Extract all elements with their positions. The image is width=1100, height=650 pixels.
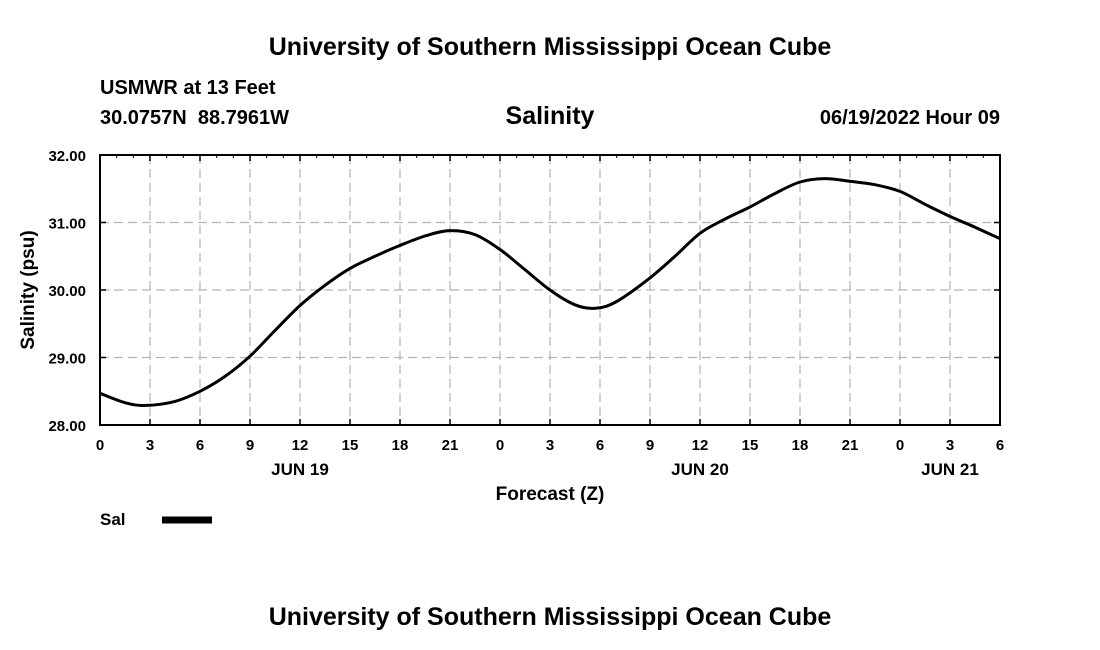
- x-tick-label: 18: [792, 437, 809, 454]
- plot-frame: [99, 154, 1001, 426]
- date-label: JUN 19: [271, 460, 329, 479]
- y-tick-label: 29.00: [48, 351, 86, 368]
- forecast-datetime: 06/19/2022 Hour 09: [820, 107, 1000, 129]
- x-tick-label: 18: [392, 437, 409, 454]
- y-tick-label: 32.00: [48, 148, 86, 165]
- series-line-sal: [99, 177, 1001, 407]
- x-tick-label: 21: [842, 437, 859, 454]
- title-top: University of Southern Mississippi Ocean…: [269, 33, 832, 61]
- x-tick-label: 12: [692, 437, 709, 454]
- x-tick-label: 3: [546, 437, 554, 454]
- x-tick-label: 15: [342, 437, 359, 454]
- x-tick-label: 3: [946, 437, 954, 454]
- title-bottom: University of Southern Mississippi Ocean…: [269, 603, 832, 631]
- x-tick-label: 6: [996, 437, 1004, 454]
- x-tick-label: 9: [246, 437, 254, 454]
- x-axis-label: Forecast (Z): [496, 484, 605, 505]
- y-tick-label: 31.00: [48, 216, 86, 233]
- chart-title: Salinity: [506, 102, 595, 130]
- x-tick-label: 0: [896, 437, 904, 454]
- y-tick-label: 28.00: [48, 418, 86, 435]
- x-tick-label: 21: [442, 437, 459, 454]
- x-tick-label: 6: [196, 437, 204, 454]
- y-tick-label: 30.00: [48, 283, 86, 300]
- date-label: JUN 21: [921, 460, 979, 479]
- x-tick-label: 3: [146, 437, 154, 454]
- tick-labels: 0 3 6 9 12 15 18 21 0 3 6 9 12 15 18 21 0 3 6 28.00 29.00 30.…: [48, 148, 1004, 479]
- grid: [100, 155, 1000, 425]
- x-tick-label: 15: [742, 437, 759, 454]
- x-tick-label: 0: [496, 437, 504, 454]
- legend-label: Sal: [100, 510, 126, 529]
- series-layer: [99, 177, 1001, 407]
- x-tick-label: 9: [646, 437, 654, 454]
- y-axis-label: Salinity (psu): [18, 230, 39, 349]
- station-label: USMWR at 13 Feet: [100, 77, 276, 99]
- date-label: JUN 20: [671, 460, 729, 479]
- x-tick-label: 0: [96, 437, 104, 454]
- station-coordinates: 30.0757N 88.7961W: [100, 107, 289, 129]
- x-tick-label: 12: [292, 437, 309, 454]
- x-tick-label: 6: [596, 437, 604, 454]
